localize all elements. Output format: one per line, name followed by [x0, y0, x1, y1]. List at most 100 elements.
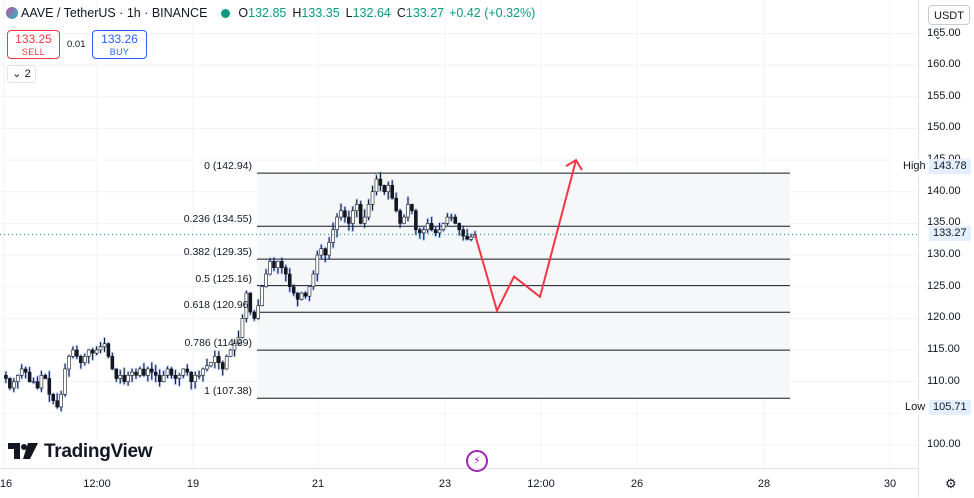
symbol-header: AAVE / TetherUS · 1h · BINANCE O132.85 H13… [6, 6, 535, 20]
candle [106, 341, 111, 360]
candle [347, 210, 351, 232]
buy-button[interactable]: 133.26 BUY [92, 30, 147, 59]
time-tick-label: 26 [630, 478, 644, 490]
candle [161, 370, 166, 383]
candle [240, 313, 245, 339]
currency-selector[interactable]: USDT ⌄ [928, 5, 970, 41]
high-price-tag: 143.78 [929, 159, 971, 174]
price-tick-label: 115.00 [927, 343, 960, 355]
high-label-header: H [292, 6, 302, 20]
candle [236, 329, 241, 346]
market-open-dot-icon [221, 9, 231, 18]
candle [244, 289, 249, 324]
candle [8, 376, 12, 391]
time-tick-label: 16 [0, 478, 13, 490]
candle [445, 212, 450, 227]
close-value: 133.27 [405, 6, 445, 20]
candle [260, 284, 264, 307]
spread-value: 0.01 [67, 39, 86, 50]
last-price-tag: 133.27 [929, 226, 971, 241]
candle [362, 208, 367, 229]
high-value-header: 133.35 [301, 6, 340, 20]
candle [315, 249, 320, 282]
candle [307, 285, 312, 302]
low-label: Low [901, 400, 930, 415]
indicators-collapse-button[interactable]: ⌄ 2 [7, 65, 36, 83]
candle [449, 213, 454, 222]
bolt-icon[interactable]: ⚡ [466, 450, 488, 472]
candle [177, 372, 182, 387]
candle [79, 354, 83, 370]
candle [114, 367, 119, 383]
candle [197, 369, 201, 380]
tradingview-logo-icon [8, 443, 38, 459]
candle [193, 370, 197, 390]
candle [110, 351, 115, 371]
candle [441, 221, 446, 232]
candle [157, 368, 162, 388]
close-label: C [396, 6, 406, 20]
projection-arrow-icon [565, 158, 583, 171]
candle [205, 358, 209, 372]
candle [394, 191, 398, 214]
price-tick-label: 120.00 [927, 311, 961, 324]
candle [268, 257, 272, 276]
symbol-title[interactable]: AAVE / TetherUS · 1h · BINANCE [21, 6, 208, 20]
price-tick-label: 155.00 [927, 89, 961, 102]
candle [469, 232, 473, 242]
time-axis[interactable]: 16 12:00 19 21 23 12:00 26 28 30 [0, 468, 918, 498]
candlestick-chart[interactable] [0, 0, 918, 468]
candle [213, 349, 217, 369]
price-tick-label: 125.00 [927, 279, 961, 292]
candle [248, 291, 253, 316]
candle [465, 228, 469, 242]
candle [67, 354, 71, 378]
candle [453, 213, 458, 225]
price-tick-label: 150.00 [927, 121, 961, 134]
indicators-count: 2 [24, 68, 31, 80]
chevron-down-icon: ⌄ [934, 31, 942, 41]
candle [433, 226, 438, 238]
candle [43, 372, 48, 380]
time-tick-label: 30 [883, 478, 897, 490]
candle [291, 283, 296, 297]
candle [276, 260, 280, 275]
candle [153, 364, 158, 383]
candle [23, 365, 28, 380]
candle [299, 291, 304, 301]
candle [351, 205, 355, 232]
candle [71, 345, 75, 360]
change-value: +0.42 (+0.32%) [449, 6, 536, 20]
tradingview-logo[interactable]: TradingView [8, 441, 153, 463]
projection-line [474, 159, 577, 314]
candle [390, 179, 395, 201]
time-tick-label: 12:00 [527, 478, 555, 490]
price-tick-label: 140.00 [927, 184, 961, 197]
candle [287, 267, 292, 293]
sell-button[interactable]: 133.25 SELL [7, 30, 60, 59]
candle [4, 370, 8, 384]
candle [19, 363, 24, 380]
candle [59, 390, 63, 413]
candle [425, 217, 430, 234]
candle [51, 392, 56, 406]
chart-plot-area[interactable] [0, 0, 918, 468]
price-tick-label: 130.00 [927, 248, 961, 261]
candle [209, 361, 213, 368]
price-axis[interactable]: 165.00160.00155.00150.00145.00140.00135.… [918, 0, 974, 497]
candle [410, 203, 414, 215]
high-label: High [899, 159, 930, 174]
sell-price: 133.25 [15, 32, 52, 46]
gear-icon[interactable]: ⚙ [945, 476, 957, 491]
candle [201, 367, 205, 383]
candle [27, 366, 32, 384]
candle [370, 185, 375, 212]
candle [323, 246, 328, 263]
candle [386, 180, 391, 201]
low-label-header: L [345, 6, 353, 20]
candle [414, 208, 418, 236]
candle [311, 269, 316, 291]
candle [252, 309, 257, 322]
candle [331, 221, 335, 249]
candle [55, 392, 59, 410]
